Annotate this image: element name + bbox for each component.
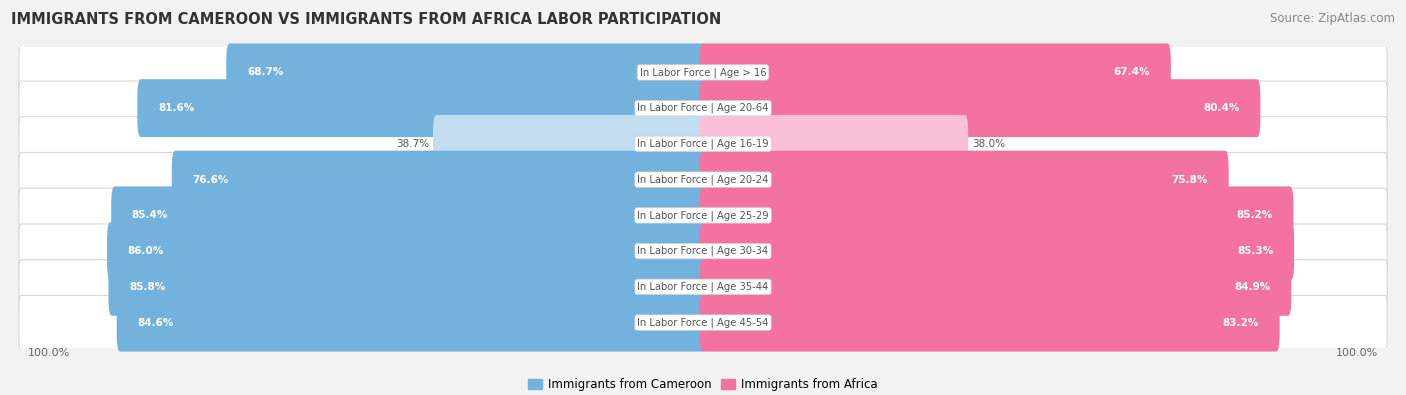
Text: In Labor Force | Age 20-24: In Labor Force | Age 20-24 <box>637 174 769 185</box>
Text: 85.3%: 85.3% <box>1237 246 1274 256</box>
Text: 85.2%: 85.2% <box>1236 211 1272 220</box>
Text: 85.4%: 85.4% <box>132 211 169 220</box>
Text: 84.6%: 84.6% <box>138 318 174 327</box>
FancyBboxPatch shape <box>700 258 1291 316</box>
FancyBboxPatch shape <box>700 79 1260 137</box>
Text: Source: ZipAtlas.com: Source: ZipAtlas.com <box>1270 12 1395 25</box>
FancyBboxPatch shape <box>226 43 706 102</box>
Text: In Labor Force | Age 25-29: In Labor Force | Age 25-29 <box>637 210 769 221</box>
FancyBboxPatch shape <box>18 188 1388 243</box>
Text: In Labor Force | Age 16-19: In Labor Force | Age 16-19 <box>637 139 769 149</box>
FancyBboxPatch shape <box>18 45 1388 100</box>
FancyBboxPatch shape <box>18 117 1388 171</box>
Text: 84.9%: 84.9% <box>1234 282 1271 292</box>
Text: 81.6%: 81.6% <box>157 103 194 113</box>
Text: IMMIGRANTS FROM CAMEROON VS IMMIGRANTS FROM AFRICA LABOR PARTICIPATION: IMMIGRANTS FROM CAMEROON VS IMMIGRANTS F… <box>11 12 721 27</box>
FancyBboxPatch shape <box>111 186 706 245</box>
FancyBboxPatch shape <box>107 222 706 280</box>
FancyBboxPatch shape <box>18 81 1388 135</box>
FancyBboxPatch shape <box>18 260 1388 314</box>
Legend: Immigrants from Cameroon, Immigrants from Africa: Immigrants from Cameroon, Immigrants fro… <box>523 373 883 395</box>
FancyBboxPatch shape <box>700 43 1171 102</box>
Text: In Labor Force | Age > 16: In Labor Force | Age > 16 <box>640 67 766 78</box>
Text: 68.7%: 68.7% <box>247 68 283 77</box>
FancyBboxPatch shape <box>18 152 1388 207</box>
FancyBboxPatch shape <box>18 224 1388 278</box>
FancyBboxPatch shape <box>433 115 706 173</box>
Text: 83.2%: 83.2% <box>1223 318 1258 327</box>
FancyBboxPatch shape <box>172 150 706 209</box>
Text: 76.6%: 76.6% <box>193 175 229 184</box>
FancyBboxPatch shape <box>18 295 1388 350</box>
Text: In Labor Force | Age 30-34: In Labor Force | Age 30-34 <box>637 246 769 256</box>
Text: 80.4%: 80.4% <box>1204 103 1240 113</box>
FancyBboxPatch shape <box>117 293 706 352</box>
Text: In Labor Force | Age 35-44: In Labor Force | Age 35-44 <box>637 282 769 292</box>
FancyBboxPatch shape <box>138 79 706 137</box>
Text: 38.7%: 38.7% <box>396 139 429 149</box>
Text: 85.8%: 85.8% <box>129 282 166 292</box>
FancyBboxPatch shape <box>700 150 1229 209</box>
FancyBboxPatch shape <box>700 186 1294 245</box>
FancyBboxPatch shape <box>108 258 706 316</box>
Text: 86.0%: 86.0% <box>128 246 165 256</box>
Text: In Labor Force | Age 45-54: In Labor Force | Age 45-54 <box>637 317 769 328</box>
FancyBboxPatch shape <box>700 115 969 173</box>
Text: 38.0%: 38.0% <box>972 139 1005 149</box>
Text: In Labor Force | Age 20-64: In Labor Force | Age 20-64 <box>637 103 769 113</box>
Text: 100.0%: 100.0% <box>28 348 70 357</box>
FancyBboxPatch shape <box>700 222 1294 280</box>
Text: 67.4%: 67.4% <box>1114 68 1150 77</box>
Text: 75.8%: 75.8% <box>1171 175 1208 184</box>
Text: 100.0%: 100.0% <box>1336 348 1378 357</box>
FancyBboxPatch shape <box>700 293 1279 352</box>
